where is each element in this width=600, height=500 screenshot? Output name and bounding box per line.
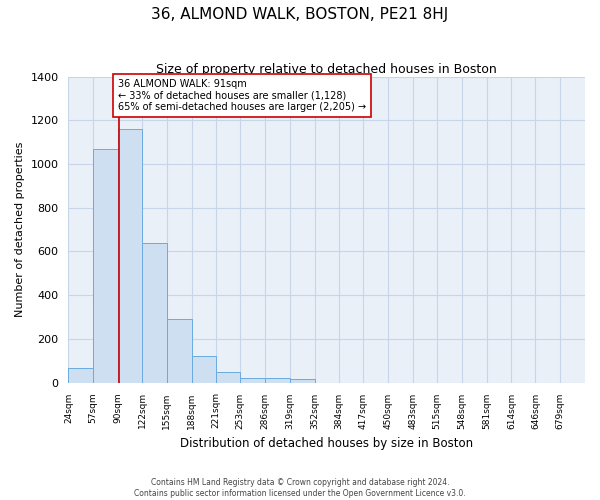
Bar — [167, 319, 191, 382]
Bar — [118, 129, 142, 382]
Bar — [265, 378, 290, 382]
Text: 36, ALMOND WALK, BOSTON, PE21 8HJ: 36, ALMOND WALK, BOSTON, PE21 8HJ — [151, 8, 449, 22]
X-axis label: Distribution of detached houses by size in Boston: Distribution of detached houses by size … — [180, 437, 473, 450]
Bar — [142, 242, 167, 382]
Bar — [191, 356, 217, 382]
Bar — [290, 380, 314, 382]
Text: Contains HM Land Registry data © Crown copyright and database right 2024.
Contai: Contains HM Land Registry data © Crown c… — [134, 478, 466, 498]
Bar — [241, 378, 265, 382]
Y-axis label: Number of detached properties: Number of detached properties — [15, 142, 25, 318]
Bar — [93, 149, 118, 382]
Bar — [217, 372, 241, 382]
Bar — [68, 368, 93, 382]
Title: Size of property relative to detached houses in Boston: Size of property relative to detached ho… — [157, 62, 497, 76]
Text: 36 ALMOND WALK: 91sqm
← 33% of detached houses are smaller (1,128)
65% of semi-d: 36 ALMOND WALK: 91sqm ← 33% of detached … — [118, 79, 366, 112]
